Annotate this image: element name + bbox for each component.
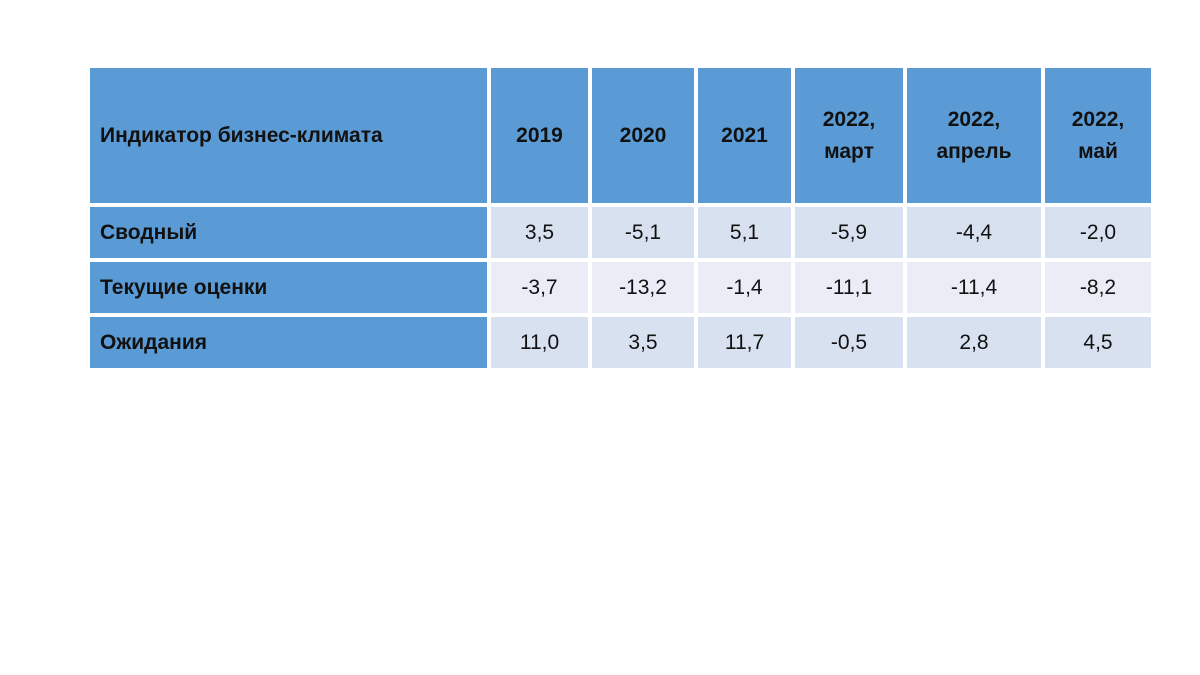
column-header-2019: 2019	[489, 66, 590, 205]
table-row-ozhidaniya: Ожидания 11,0 3,5 11,7 -0,5 2,8 4,5	[88, 315, 1153, 370]
business-climate-table-wrap: Индикатор бизнес-климата 2019 2020 2021 …	[88, 66, 1153, 370]
data-cell: -8,2	[1043, 260, 1153, 315]
data-cell: 3,5	[590, 315, 696, 370]
data-cell: 2,8	[905, 315, 1043, 370]
data-cell: 4,5	[1043, 315, 1153, 370]
row-label: Текущие оценки	[88, 260, 489, 315]
data-cell: -4,4	[905, 205, 1043, 260]
column-header-indicator: Индикатор бизнес-климата	[88, 66, 489, 205]
data-cell: -0,5	[793, 315, 905, 370]
data-cell: -3,7	[489, 260, 590, 315]
data-cell: -11,1	[793, 260, 905, 315]
table-row-tekushchie-otsenki: Текущие оценки -3,7 -13,2 -1,4 -11,1 -11…	[88, 260, 1153, 315]
data-cell: -13,2	[590, 260, 696, 315]
data-cell: -5,1	[590, 205, 696, 260]
column-header-2020: 2020	[590, 66, 696, 205]
data-cell: 5,1	[696, 205, 793, 260]
row-label: Ожидания	[88, 315, 489, 370]
business-climate-table: Индикатор бизнес-климата 2019 2020 2021 …	[88, 66, 1153, 370]
data-cell: -2,0	[1043, 205, 1153, 260]
data-cell: 11,0	[489, 315, 590, 370]
table-header: Индикатор бизнес-климата 2019 2020 2021 …	[88, 66, 1153, 205]
data-cell: 11,7	[696, 315, 793, 370]
row-label: Сводный	[88, 205, 489, 260]
table-body: Сводный 3,5 -5,1 5,1 -5,9 -4,4 -2,0 Теку…	[88, 205, 1153, 370]
column-header-2022-may: 2022, май	[1043, 66, 1153, 205]
data-cell: 3,5	[489, 205, 590, 260]
data-cell: -1,4	[696, 260, 793, 315]
column-header-2021: 2021	[696, 66, 793, 205]
data-cell: -5,9	[793, 205, 905, 260]
data-cell: -11,4	[905, 260, 1043, 315]
column-header-2022-april: 2022, апрель	[905, 66, 1043, 205]
column-header-2022-march: 2022, март	[793, 66, 905, 205]
header-row: Индикатор бизнес-климата 2019 2020 2021 …	[88, 66, 1153, 205]
table-row-svodny: Сводный 3,5 -5,1 5,1 -5,9 -4,4 -2,0	[88, 205, 1153, 260]
